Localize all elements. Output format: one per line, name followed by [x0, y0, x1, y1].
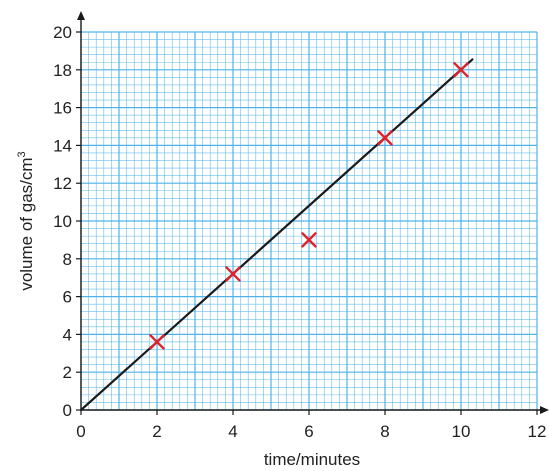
- y-tick-label: 4: [63, 325, 72, 344]
- grid: [80, 31, 538, 411]
- data-point: [301, 232, 317, 248]
- x-tick-label: 2: [152, 422, 161, 441]
- y-tick-label: 10: [53, 212, 72, 231]
- axes: [77, 11, 549, 414]
- data-points: [149, 62, 469, 350]
- x-tick-label: 10: [452, 422, 471, 441]
- x-axis-arrow-icon: [540, 406, 549, 414]
- data-point-stroke: [377, 130, 393, 146]
- y-axis-title-text: volume of gas/cm: [17, 157, 36, 290]
- x-tick-label: 6: [304, 422, 313, 441]
- y-tick-label: 8: [63, 250, 72, 269]
- data-point-stroke: [225, 266, 241, 282]
- data-point-stroke: [301, 232, 317, 248]
- data-point-stroke: [453, 62, 469, 78]
- x-tick-label: 0: [76, 422, 85, 441]
- best-fit-line-group: [79, 58, 474, 412]
- y-tick-label: 12: [53, 174, 72, 193]
- data-point: [377, 130, 393, 146]
- x-tick-label: 8: [380, 422, 389, 441]
- y-tick-label: 14: [53, 136, 72, 155]
- y-tick-label: 0: [63, 401, 72, 420]
- y-axis-title: volume of gas/cm3: [16, 151, 36, 290]
- y-axis-arrow-icon: [77, 11, 85, 20]
- data-point: [225, 266, 241, 282]
- y-axis-title-superscript: 3: [16, 151, 28, 157]
- data-point: [453, 62, 469, 78]
- y-tick-label: 18: [53, 61, 72, 80]
- x-tick-label: 4: [228, 422, 237, 441]
- x-tick-label: 12: [528, 422, 547, 441]
- y-tick-label: 6: [63, 288, 72, 307]
- y-tick-label: 2: [63, 363, 72, 382]
- y-tick-label: 16: [53, 99, 72, 118]
- y-tick-label: 20: [53, 23, 72, 42]
- x-axis-title: time/minutes: [264, 450, 360, 469]
- best-fit-line: [79, 58, 474, 412]
- data-point-stroke: [149, 334, 165, 350]
- data-point: [149, 334, 165, 350]
